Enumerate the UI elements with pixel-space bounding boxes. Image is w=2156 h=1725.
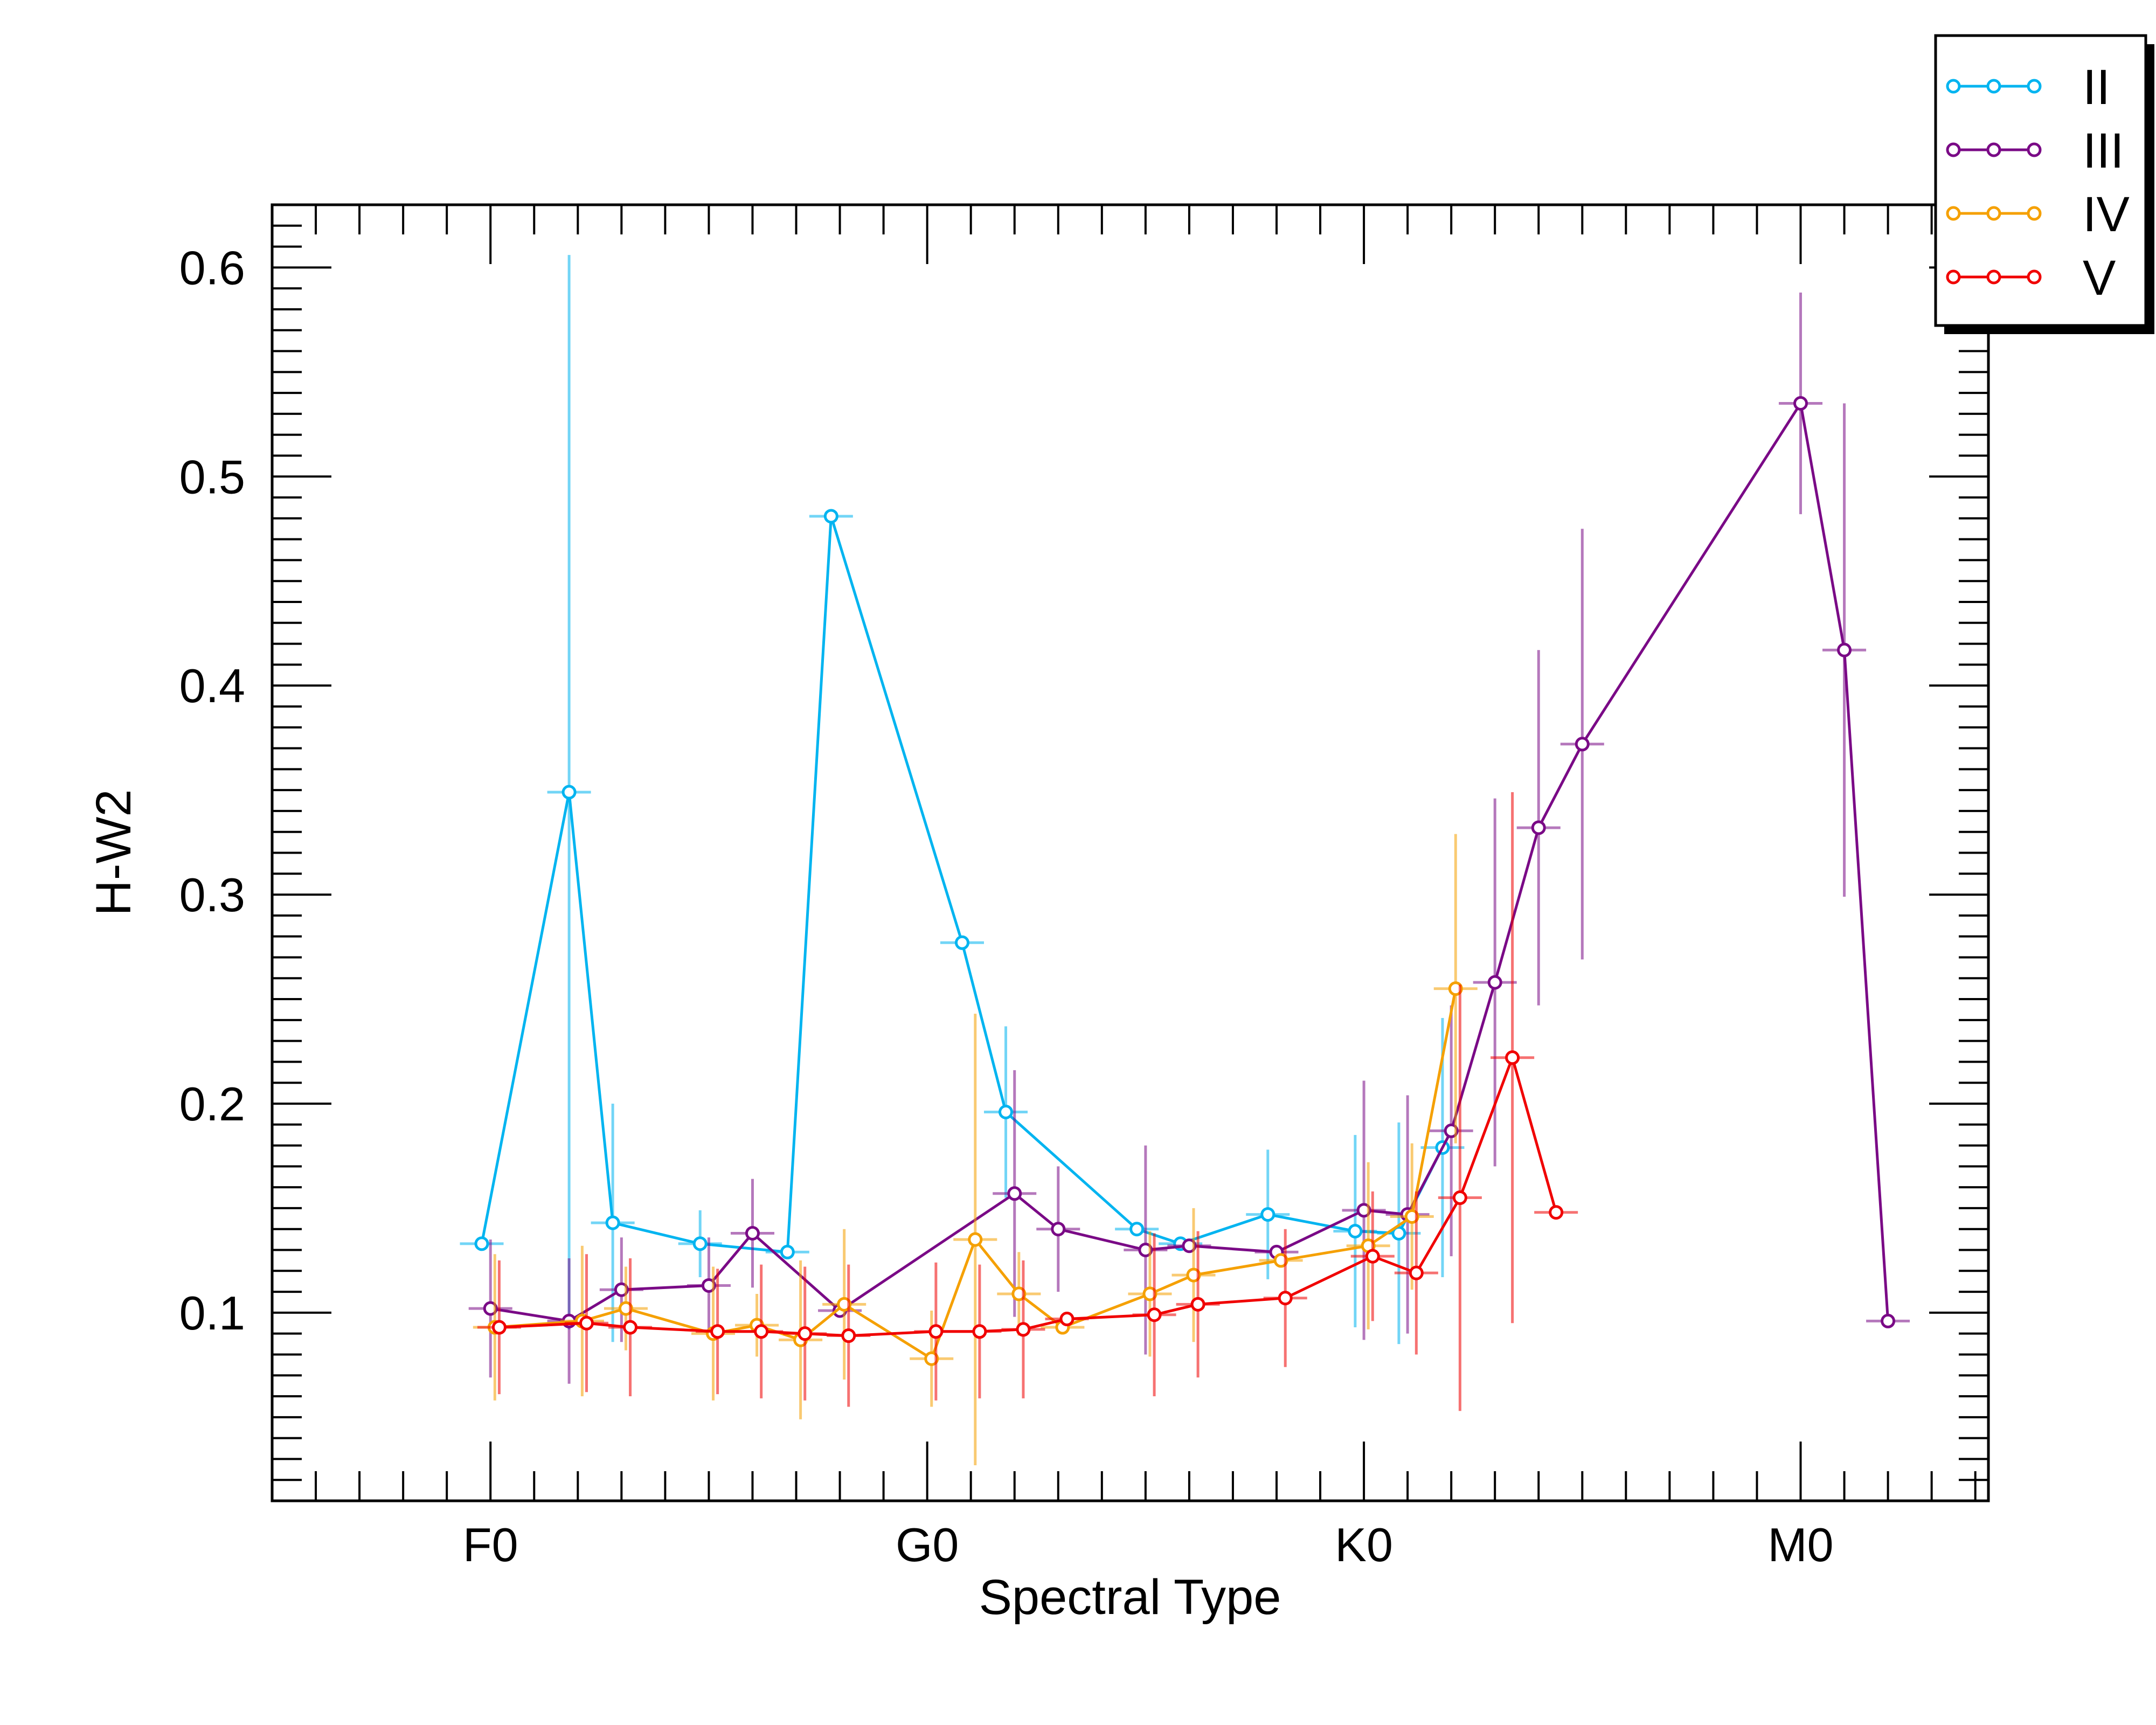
data-point (1011, 1286, 1027, 1301)
data-point (1186, 1267, 1201, 1283)
data-point (924, 1351, 939, 1366)
data-point (1837, 642, 1852, 657)
data-point (1138, 1243, 1153, 1258)
y-tick-label: 0.6 (179, 241, 245, 294)
legend-marker (1986, 269, 2001, 285)
legend-marker (2027, 142, 2042, 157)
data-point (841, 1328, 856, 1343)
data-point (1881, 1313, 1896, 1328)
data-point (1444, 1123, 1459, 1138)
data-point (823, 509, 838, 524)
legend-marker (1986, 206, 2001, 221)
data-point (1452, 1190, 1467, 1206)
y-tick-label: 0.2 (179, 1077, 245, 1131)
data-point (1260, 1207, 1275, 1222)
legend-marker (2027, 79, 2042, 94)
data-point (1793, 396, 1808, 411)
data-point (928, 1324, 944, 1339)
data-point (579, 1315, 594, 1331)
legend-label: IV (2083, 187, 2130, 242)
series-line (490, 399, 1890, 1323)
data-point (1487, 975, 1502, 990)
data-point (1016, 1322, 1031, 1337)
data-point (1129, 1222, 1145, 1237)
data-point (1531, 820, 1546, 835)
data-point (754, 1324, 769, 1339)
series-II (460, 255, 1465, 1345)
y-tick-label: 0.4 (179, 659, 245, 712)
x-tick-label: G0 (896, 1518, 959, 1571)
plot-frame (271, 203, 1990, 1502)
data-point (701, 1278, 716, 1293)
y-tick-labels: 0.1 0.2 0.3 0.4 0.5 0.6 (179, 241, 245, 1340)
data-point (605, 1215, 620, 1230)
data-point (798, 1326, 813, 1341)
x-axis-label: Spectral Type (979, 1570, 1281, 1625)
x-tick-label: K0 (1335, 1518, 1393, 1571)
y-tick-label: 0.3 (179, 868, 245, 922)
legend-label: V (2083, 251, 2116, 306)
series-V (477, 792, 1578, 1411)
legend-marker (2027, 269, 2042, 285)
data-point (1273, 1253, 1288, 1268)
legend-marker (1946, 142, 1961, 157)
legend-marker (1946, 269, 1961, 285)
data-point (474, 1236, 489, 1251)
legend-marker (1946, 79, 1961, 94)
data-point (972, 1324, 987, 1339)
data-point (692, 1236, 708, 1251)
data-point (1182, 1238, 1197, 1253)
data-point (491, 1320, 507, 1335)
data-point (999, 1105, 1014, 1119)
data-point (954, 935, 969, 950)
data-point (1575, 737, 1590, 752)
legend-marker (1946, 206, 1961, 221)
legend-marker (1986, 79, 2001, 94)
data-point (837, 1297, 852, 1312)
data-point (618, 1301, 633, 1316)
data-point (1549, 1205, 1564, 1220)
data-point (1278, 1291, 1293, 1306)
data-point (1365, 1249, 1380, 1264)
legend-marker (1986, 142, 2001, 157)
data-point (1356, 1203, 1371, 1218)
data-point (1505, 1050, 1520, 1065)
data-point (614, 1282, 629, 1297)
series-layer (460, 255, 1910, 1466)
data-point (1051, 1222, 1066, 1237)
data-point (1007, 1186, 1022, 1201)
series-line (480, 516, 1444, 1254)
y-tick-label: 0.5 (179, 450, 245, 503)
data-point (1391, 1225, 1406, 1241)
y-axis-label: H-W2 (86, 789, 141, 916)
data-point (1404, 1209, 1419, 1224)
legend-label: II (2083, 60, 2110, 115)
data-point (710, 1324, 725, 1339)
data-point (561, 785, 577, 800)
data-point (780, 1244, 795, 1259)
data-point (1409, 1265, 1424, 1280)
data-point (1147, 1307, 1162, 1322)
data-point (483, 1301, 498, 1316)
y-tick-label: 0.1 (179, 1286, 245, 1340)
data-point (745, 1225, 760, 1241)
x-tick-label: F0 (463, 1518, 518, 1571)
x-tick-label: M0 (1767, 1518, 1833, 1571)
data-point (1142, 1286, 1157, 1301)
x-tick-labels: F0 G0 K0 M0 (463, 1518, 1834, 1571)
data-point (623, 1320, 638, 1335)
data-point (1348, 1224, 1363, 1239)
data-point (1448, 981, 1463, 996)
legend-marker (2027, 206, 2042, 221)
legend-label: III (2083, 123, 2124, 178)
data-point (1190, 1297, 1205, 1312)
data-point (968, 1232, 983, 1247)
data-point (1059, 1312, 1074, 1327)
